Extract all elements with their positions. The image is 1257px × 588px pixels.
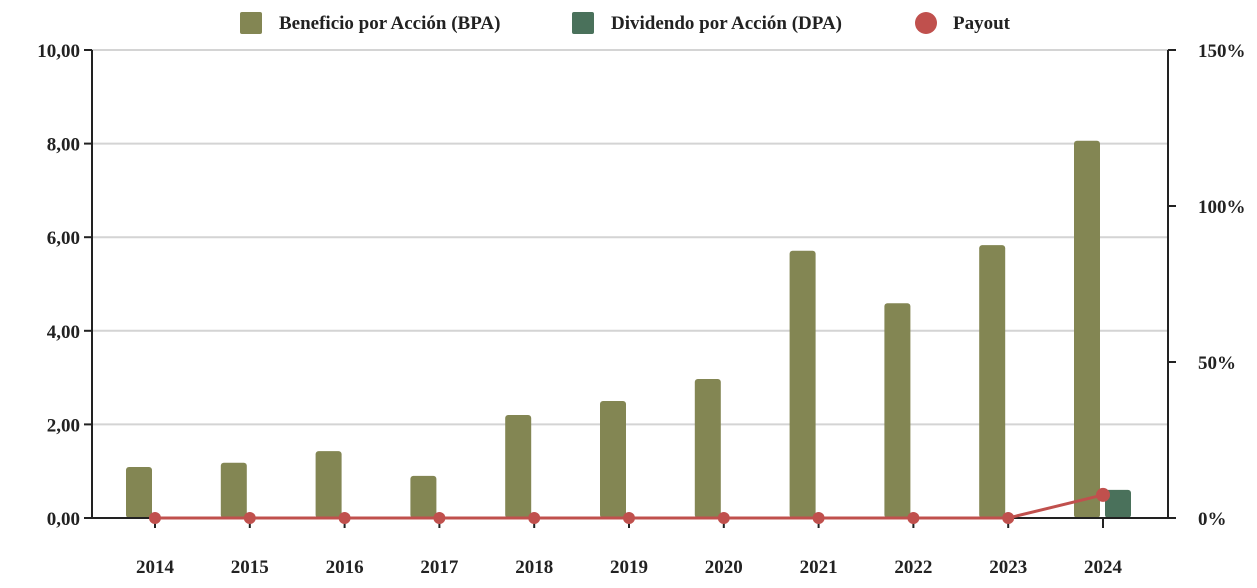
payout-point: [243, 512, 256, 524]
bar-bpa: [1074, 140, 1100, 519]
x-tick-label: 2020: [705, 557, 743, 578]
bar-dpa: [1105, 489, 1131, 518]
payout-point: [1002, 512, 1015, 524]
payout-point: [812, 512, 825, 524]
legend-label-payout[interactable]: Payout: [953, 13, 1011, 34]
payout-point: [433, 512, 446, 524]
bar-bpa: [410, 475, 437, 518]
right-tick-label: 100%: [1198, 197, 1246, 218]
x-tick-label: 2022: [894, 557, 932, 578]
x-tick-label: 2016: [326, 557, 364, 578]
bar-bpa: [315, 451, 342, 518]
bar-bpa: [600, 401, 626, 518]
right-tick-label: 150%: [1198, 41, 1246, 62]
x-tick-label: 2015: [231, 557, 269, 578]
left-tick-label: 0,00: [47, 509, 80, 530]
bar-bpa: [694, 379, 721, 518]
bar-bpa: [884, 303, 911, 518]
bar-bpa: [789, 250, 816, 518]
left-tick-label: 6,00: [47, 228, 80, 249]
right-tick-label: 0%: [1198, 509, 1227, 530]
legend-swatch-dpa: [572, 12, 594, 34]
legend-swatch-bpa: [240, 12, 262, 34]
payout-point: [338, 512, 351, 524]
x-tick-label: 2024: [1084, 557, 1123, 578]
payout-point: [528, 512, 541, 524]
x-tick-label: 2018: [515, 557, 553, 578]
payout-point: [1096, 487, 1110, 502]
legend-label-bpa[interactable]: Beneficio por Acción (BPA): [279, 13, 500, 34]
bar-bpa: [505, 415, 532, 518]
left-tick-label: 8,00: [47, 135, 80, 156]
payout-point: [907, 512, 920, 524]
x-tick-label: 2019: [610, 557, 648, 578]
left-tick-label: 4,00: [47, 322, 80, 343]
bar-bpa: [979, 245, 1006, 518]
bar-bpa: [126, 466, 152, 518]
x-tick-label: 2021: [800, 557, 838, 578]
bar-bpa: [220, 462, 247, 518]
left-tick-label: 10,00: [37, 41, 80, 62]
payout-point: [623, 512, 635, 524]
legend: Beneficio por Acción (BPA) Dividendo por…: [240, 12, 1011, 34]
payout-point: [149, 512, 161, 524]
x-tick-label: 2017: [420, 557, 459, 578]
right-tick-label: 50%: [1198, 353, 1236, 374]
legend-label-dpa[interactable]: Dividendo por Acción (DPA): [611, 13, 842, 34]
left-tick-label: 2,00: [47, 415, 80, 436]
x-tick-label: 2014: [136, 557, 175, 578]
x-tick-label: 2023: [989, 557, 1027, 578]
legend-swatch-payout: [915, 12, 937, 34]
payout-point: [717, 512, 730, 524]
